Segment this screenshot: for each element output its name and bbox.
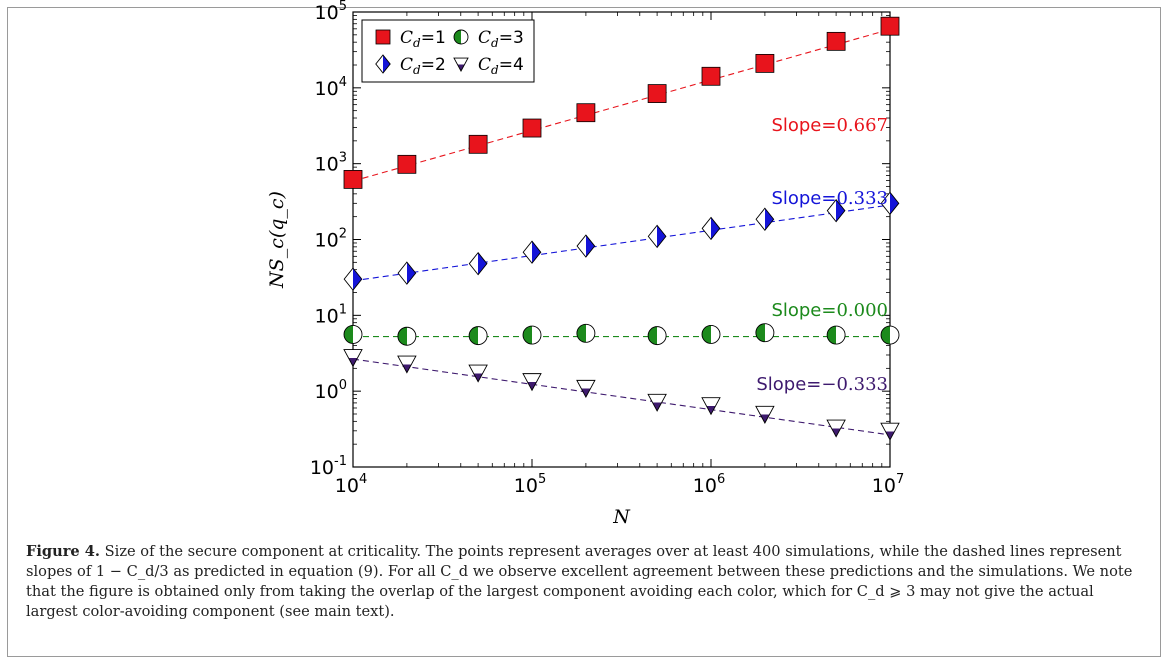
data-point: [576, 379, 596, 398]
y-tick-label: 104: [315, 75, 347, 100]
data-point: [826, 31, 846, 51]
data-point: [397, 154, 417, 174]
data-point: [826, 325, 846, 345]
slope-annotation: Slope=0.333: [771, 188, 888, 209]
legend-marker: [375, 29, 391, 45]
data-point: [880, 325, 900, 345]
data-point: [701, 397, 721, 416]
data-point: [647, 326, 667, 346]
fit-line: [352, 358, 891, 436]
x-axis-label: N: [612, 506, 631, 528]
x-tick-label: 106: [693, 472, 725, 497]
caption-text: Size of the secure component at critical…: [26, 543, 1133, 620]
data-point: [522, 325, 542, 345]
data-point: [647, 224, 667, 249]
data-point: [468, 134, 488, 154]
y-axis-label: NS_c(q_c): [266, 191, 288, 289]
data-point: [755, 405, 775, 424]
legend-label: Cd=3: [478, 28, 524, 50]
data-point: [343, 349, 363, 368]
y-tick-label: 103: [315, 151, 347, 176]
data-point: [701, 216, 721, 241]
data-point: [755, 323, 775, 343]
legend-label: Cd=2: [400, 55, 446, 77]
data-point: [522, 240, 542, 264]
x-tick-label: 104: [335, 472, 367, 497]
data-point: [826, 198, 846, 223]
data-point: [397, 355, 417, 374]
legend-marker: [375, 54, 391, 74]
data-point: [647, 84, 667, 103]
legend-label: Cd=1: [400, 28, 446, 50]
data-point: [397, 261, 417, 285]
data-point: [576, 323, 596, 343]
data-point: [880, 16, 900, 36]
legend-marker: [453, 57, 469, 72]
data-point: [343, 170, 363, 189]
legend-marker: [453, 29, 469, 45]
y-tick-label: 102: [315, 227, 347, 252]
legend-box: [361, 19, 535, 83]
data-point: [522, 373, 542, 392]
plot-marks: [343, 16, 900, 441]
legend: Cd=1 Cd=2 Cd=3 Cd=4: [361, 19, 535, 83]
slope-annotation: Slope=0.000: [771, 300, 888, 321]
fit-line: [352, 204, 891, 282]
figure-label: Figure 4.: [26, 543, 101, 560]
data-point: [701, 66, 721, 86]
data-point: [880, 191, 900, 216]
x-tick-label: 105: [514, 472, 546, 497]
data-point: [468, 326, 488, 346]
data-point: [701, 324, 721, 344]
y-tick-label: 10-1: [310, 454, 347, 479]
slope-annotation: Slope=−0.333: [756, 374, 888, 395]
data-point: [576, 103, 596, 123]
data-point: [343, 324, 363, 344]
figure-caption: Figure 4. Size of the secure component a…: [26, 542, 1146, 622]
x-tick-label: 107: [872, 472, 904, 497]
data-point: [755, 207, 775, 231]
data-point: [468, 364, 488, 383]
data-point: [468, 251, 488, 276]
data-point: [647, 393, 667, 412]
data-point: [880, 422, 900, 441]
data-point: [397, 326, 417, 346]
chart: 104 105 106 107 10-1 100 101 102 103 104 105 N NS_c(…: [266, 0, 904, 528]
fit-line: [352, 28, 891, 182]
slope-annotation: Slope=0.667: [771, 115, 888, 136]
data-point: [755, 53, 775, 73]
y-tick-label: 100: [315, 378, 347, 403]
y-tick-label: 101: [315, 302, 347, 327]
data-point: [522, 118, 542, 138]
data-point: [576, 234, 596, 258]
legend-label: Cd=4: [478, 55, 524, 77]
y-tick-label: 105: [315, 0, 347, 24]
data-point: [826, 419, 846, 438]
data-point: [343, 267, 363, 291]
